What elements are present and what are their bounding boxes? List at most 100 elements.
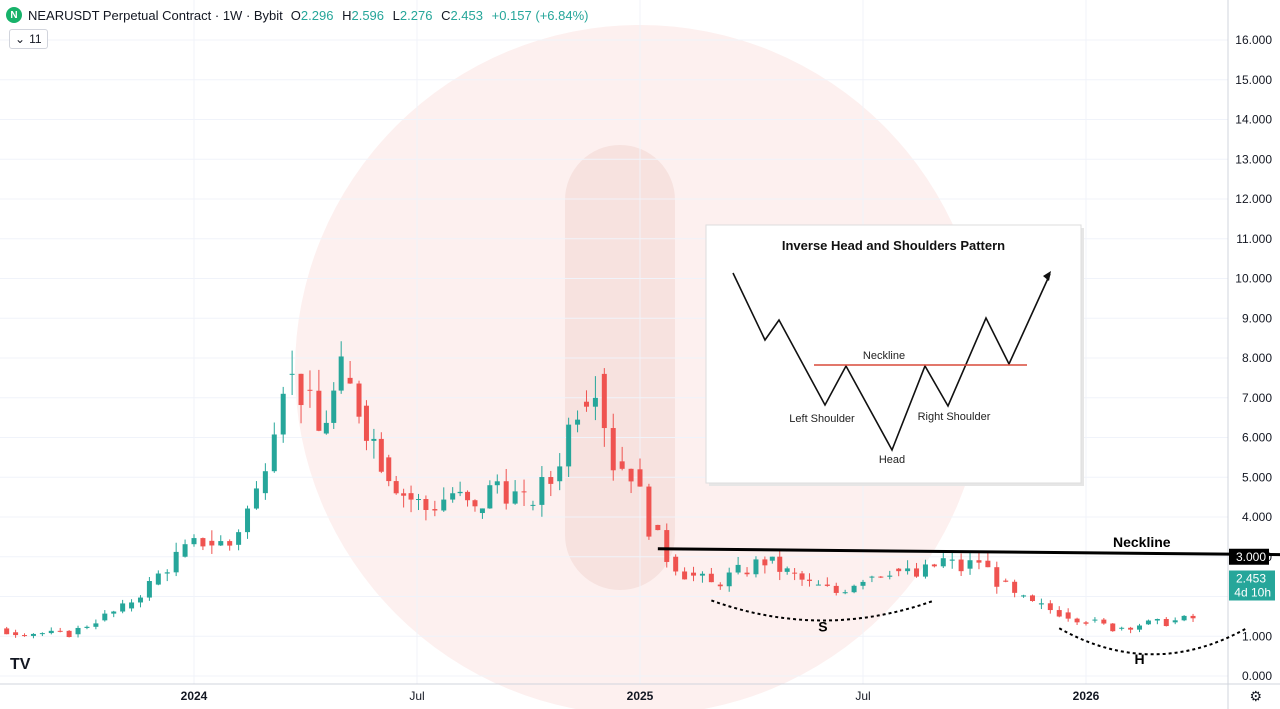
candle-body bbox=[922, 564, 928, 577]
candle-body bbox=[13, 632, 19, 636]
candle-body bbox=[289, 373, 295, 375]
candle-body bbox=[601, 373, 607, 429]
candle-body bbox=[1038, 603, 1044, 605]
price-tick-label: 1.000 bbox=[1242, 629, 1272, 643]
candle-body bbox=[949, 559, 955, 561]
candle-body bbox=[236, 532, 242, 545]
candle-body bbox=[1154, 618, 1160, 621]
candle-body bbox=[4, 628, 10, 635]
candle-body bbox=[940, 558, 946, 567]
indicator-toggle[interactable]: ⌄ 11 bbox=[9, 29, 48, 49]
candle-body bbox=[22, 635, 28, 637]
price-tick-label: 8.000 bbox=[1242, 351, 1272, 365]
candle-body bbox=[753, 559, 759, 575]
chevron-down-icon: ⌄ bbox=[15, 32, 26, 46]
candle-body bbox=[307, 389, 313, 391]
candle-body bbox=[200, 538, 206, 547]
candle-body bbox=[1181, 615, 1187, 621]
price-tick-label: 11.000 bbox=[1236, 232, 1272, 246]
candle-body bbox=[708, 573, 714, 583]
candle-body bbox=[806, 579, 812, 581]
candle-body bbox=[985, 560, 991, 568]
candle-body bbox=[1021, 595, 1027, 597]
candle-body bbox=[450, 493, 456, 500]
candle-body bbox=[331, 390, 337, 423]
candle-body bbox=[415, 499, 421, 501]
candle-body bbox=[93, 623, 99, 627]
open-value: 2.296 bbox=[300, 7, 334, 23]
price-tick-label: 9.000 bbox=[1242, 311, 1272, 325]
candle-body bbox=[120, 603, 126, 612]
time-tick-label: 2024 bbox=[181, 689, 208, 703]
candle-body bbox=[1065, 612, 1071, 619]
candle-body bbox=[699, 573, 705, 576]
candle-body bbox=[1101, 619, 1107, 624]
candle-body bbox=[173, 551, 179, 573]
time-tick-label: 2025 bbox=[627, 689, 654, 703]
candle-body bbox=[164, 572, 170, 574]
candle-body bbox=[967, 560, 973, 569]
candle-body bbox=[1110, 623, 1116, 632]
candle-body bbox=[1163, 618, 1169, 627]
candle-body bbox=[887, 575, 893, 577]
candle-body bbox=[566, 424, 572, 467]
inset-arrowhead bbox=[1043, 271, 1051, 281]
candle-body bbox=[539, 477, 545, 505]
price-tick-label: 0.000 bbox=[1242, 669, 1272, 683]
candle-body bbox=[784, 568, 790, 572]
price-tick-label: 5.000 bbox=[1242, 470, 1272, 484]
candle-body bbox=[610, 428, 616, 471]
candle-body bbox=[1056, 610, 1062, 617]
candle-body bbox=[457, 491, 463, 494]
high-value: 2.596 bbox=[351, 7, 385, 23]
candle-body bbox=[530, 504, 536, 506]
candle-body bbox=[408, 493, 414, 500]
candle-body bbox=[503, 481, 509, 504]
near-logo-icon: N bbox=[6, 7, 22, 23]
settings-gear-icon[interactable]: ⚙ bbox=[1249, 688, 1262, 704]
inset-head-label: Head bbox=[879, 454, 905, 466]
tradingview-logo-icon[interactable]: TV bbox=[10, 656, 31, 673]
candle-body bbox=[1128, 627, 1134, 630]
neckline bbox=[657, 547, 1280, 557]
candle-body bbox=[30, 633, 36, 636]
ohlc-readout: O2.296 H2.596 L2.276 C2.453 +0.157 (+6.8… bbox=[290, 7, 589, 23]
pattern-arc bbox=[711, 599, 935, 622]
candle-body bbox=[209, 540, 215, 546]
candle-body bbox=[592, 397, 598, 407]
time-tick-label: Jul bbox=[855, 689, 870, 703]
candle-body bbox=[386, 457, 392, 482]
inset-neckline-label: Neckline bbox=[863, 350, 905, 362]
left-shoulder-label: S bbox=[818, 618, 827, 634]
candle-body bbox=[423, 499, 429, 510]
candle-body bbox=[102, 613, 108, 621]
close-value: 2.453 bbox=[450, 7, 483, 23]
candle-body bbox=[271, 434, 277, 472]
candle-body bbox=[691, 572, 697, 576]
candle-body bbox=[777, 556, 783, 572]
price-tick-label: 6.000 bbox=[1242, 431, 1272, 445]
candle-body bbox=[75, 627, 81, 635]
last-price-label: 2.453 bbox=[1236, 571, 1266, 585]
candle-body bbox=[371, 438, 377, 441]
candle-body bbox=[664, 530, 670, 562]
candle-body bbox=[191, 538, 197, 545]
symbol-title[interactable]: NEARUSDT Perpetual Contract · 1W · Bybit bbox=[28, 7, 283, 23]
price-tick-label: 4.000 bbox=[1242, 510, 1272, 524]
candle-body bbox=[851, 585, 857, 593]
candle-body bbox=[958, 559, 964, 572]
candle-body bbox=[673, 556, 679, 572]
candle-body bbox=[323, 422, 329, 434]
candle-body bbox=[717, 584, 723, 587]
symbol-header: N NEARUSDT Perpetual Contract · 1W · Byb… bbox=[6, 5, 588, 25]
candle-body bbox=[39, 633, 45, 635]
candle-body bbox=[628, 468, 634, 482]
candle-body bbox=[472, 500, 478, 507]
candle-body bbox=[227, 541, 233, 546]
candle-body bbox=[744, 572, 750, 575]
candle-body bbox=[1083, 622, 1089, 624]
price-tick-label: 10.000 bbox=[1235, 272, 1272, 286]
candle-body bbox=[137, 597, 143, 603]
candle-body bbox=[792, 572, 798, 574]
